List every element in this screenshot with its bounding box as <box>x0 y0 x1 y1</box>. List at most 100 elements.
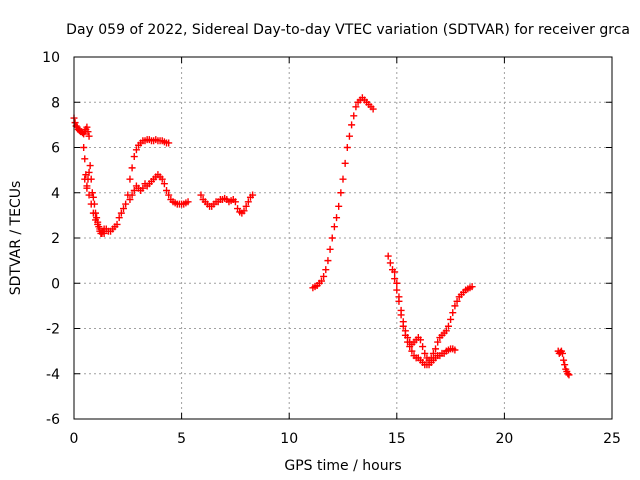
data-point <box>139 184 147 192</box>
data-point <box>564 370 572 378</box>
data-point <box>80 144 88 151</box>
data-point <box>122 200 130 208</box>
data-point <box>453 297 461 305</box>
data-point <box>165 191 173 199</box>
data-point <box>350 112 358 120</box>
grid-lines <box>74 57 612 419</box>
x-tick-label: 15 <box>388 431 406 447</box>
data-point <box>369 105 377 113</box>
y-tick-label: -2 <box>46 322 60 338</box>
y-axis-title: SDTVAR / TECUs <box>8 181 24 296</box>
data-segment <box>554 347 573 379</box>
y-tick-label: -4 <box>46 367 60 383</box>
data-point <box>451 346 459 354</box>
data-point <box>132 146 140 154</box>
data-point <box>83 182 91 190</box>
data-point <box>421 349 429 357</box>
data-point <box>345 132 353 140</box>
data-point <box>117 209 125 217</box>
data-point <box>197 191 205 199</box>
data-point <box>391 268 399 276</box>
data-point <box>84 128 92 136</box>
y-tick-label: 0 <box>51 276 60 292</box>
data-segment <box>80 144 130 237</box>
data-point <box>393 279 401 287</box>
data-point <box>434 338 442 346</box>
data-point <box>126 196 134 204</box>
data-point <box>348 121 356 129</box>
data-point <box>92 216 100 224</box>
data-point <box>130 153 138 161</box>
data-point <box>404 334 412 342</box>
data-point <box>163 186 171 194</box>
data-point <box>335 202 343 210</box>
data-point <box>126 175 134 183</box>
data-point <box>100 229 108 237</box>
data-point <box>326 245 334 253</box>
data-point <box>86 162 94 170</box>
data-point <box>328 234 336 242</box>
data-point <box>399 318 407 326</box>
data-point <box>468 283 476 291</box>
data-point <box>447 315 455 323</box>
x-tick-label: 0 <box>70 431 79 447</box>
data-point <box>339 175 347 183</box>
data-point <box>85 168 93 176</box>
data-points <box>70 94 573 379</box>
data-point <box>322 266 330 274</box>
chart-title: Day 059 of 2022, Sidereal Day-to-day VTE… <box>66 22 630 38</box>
data-point <box>317 277 325 285</box>
data-point <box>165 139 173 147</box>
y-tick-label: 2 <box>51 231 60 247</box>
data-point <box>401 327 409 335</box>
data-point <box>81 155 89 163</box>
data-point <box>559 349 567 357</box>
data-point <box>113 220 121 228</box>
data-point <box>89 193 97 201</box>
data-point <box>395 293 403 301</box>
data-segment <box>309 94 377 292</box>
data-point <box>71 119 79 127</box>
data-point <box>432 345 440 353</box>
data-point <box>184 198 192 206</box>
data-point <box>337 189 345 197</box>
x-tick-label: 20 <box>495 431 513 447</box>
data-point <box>391 275 399 283</box>
axis-ticks <box>73 56 613 420</box>
data-point <box>427 354 435 362</box>
data-point <box>429 349 437 357</box>
data-point <box>419 343 427 351</box>
data-point <box>320 272 328 280</box>
data-point <box>115 214 123 222</box>
data-point <box>449 309 457 317</box>
data-segment <box>126 171 192 208</box>
data-point <box>386 259 394 267</box>
data-segment <box>81 175 108 237</box>
data-segment <box>197 191 257 217</box>
data-point <box>87 200 95 208</box>
data-point <box>231 198 239 206</box>
data-point <box>565 371 573 379</box>
x-tick-labels: 0 5 10 15 20 25 <box>70 431 621 447</box>
y-tick-label: 10 <box>42 50 60 66</box>
y-tick-label: 4 <box>51 186 60 202</box>
data-point <box>451 302 459 310</box>
data-point <box>158 175 166 183</box>
data-point <box>408 347 416 355</box>
data-point <box>85 191 93 199</box>
data-point <box>81 175 89 183</box>
data-point <box>94 220 102 228</box>
data-point <box>561 361 569 369</box>
data-segment <box>391 268 476 364</box>
data-point <box>384 252 392 260</box>
x-tick-label: 5 <box>177 431 186 447</box>
data-point <box>444 322 452 330</box>
data-point <box>560 356 568 364</box>
data-point <box>343 144 351 151</box>
data-point <box>352 103 360 111</box>
data-point <box>128 164 136 172</box>
data-point <box>87 175 95 183</box>
data-segment <box>384 252 459 369</box>
data-point <box>240 207 248 215</box>
